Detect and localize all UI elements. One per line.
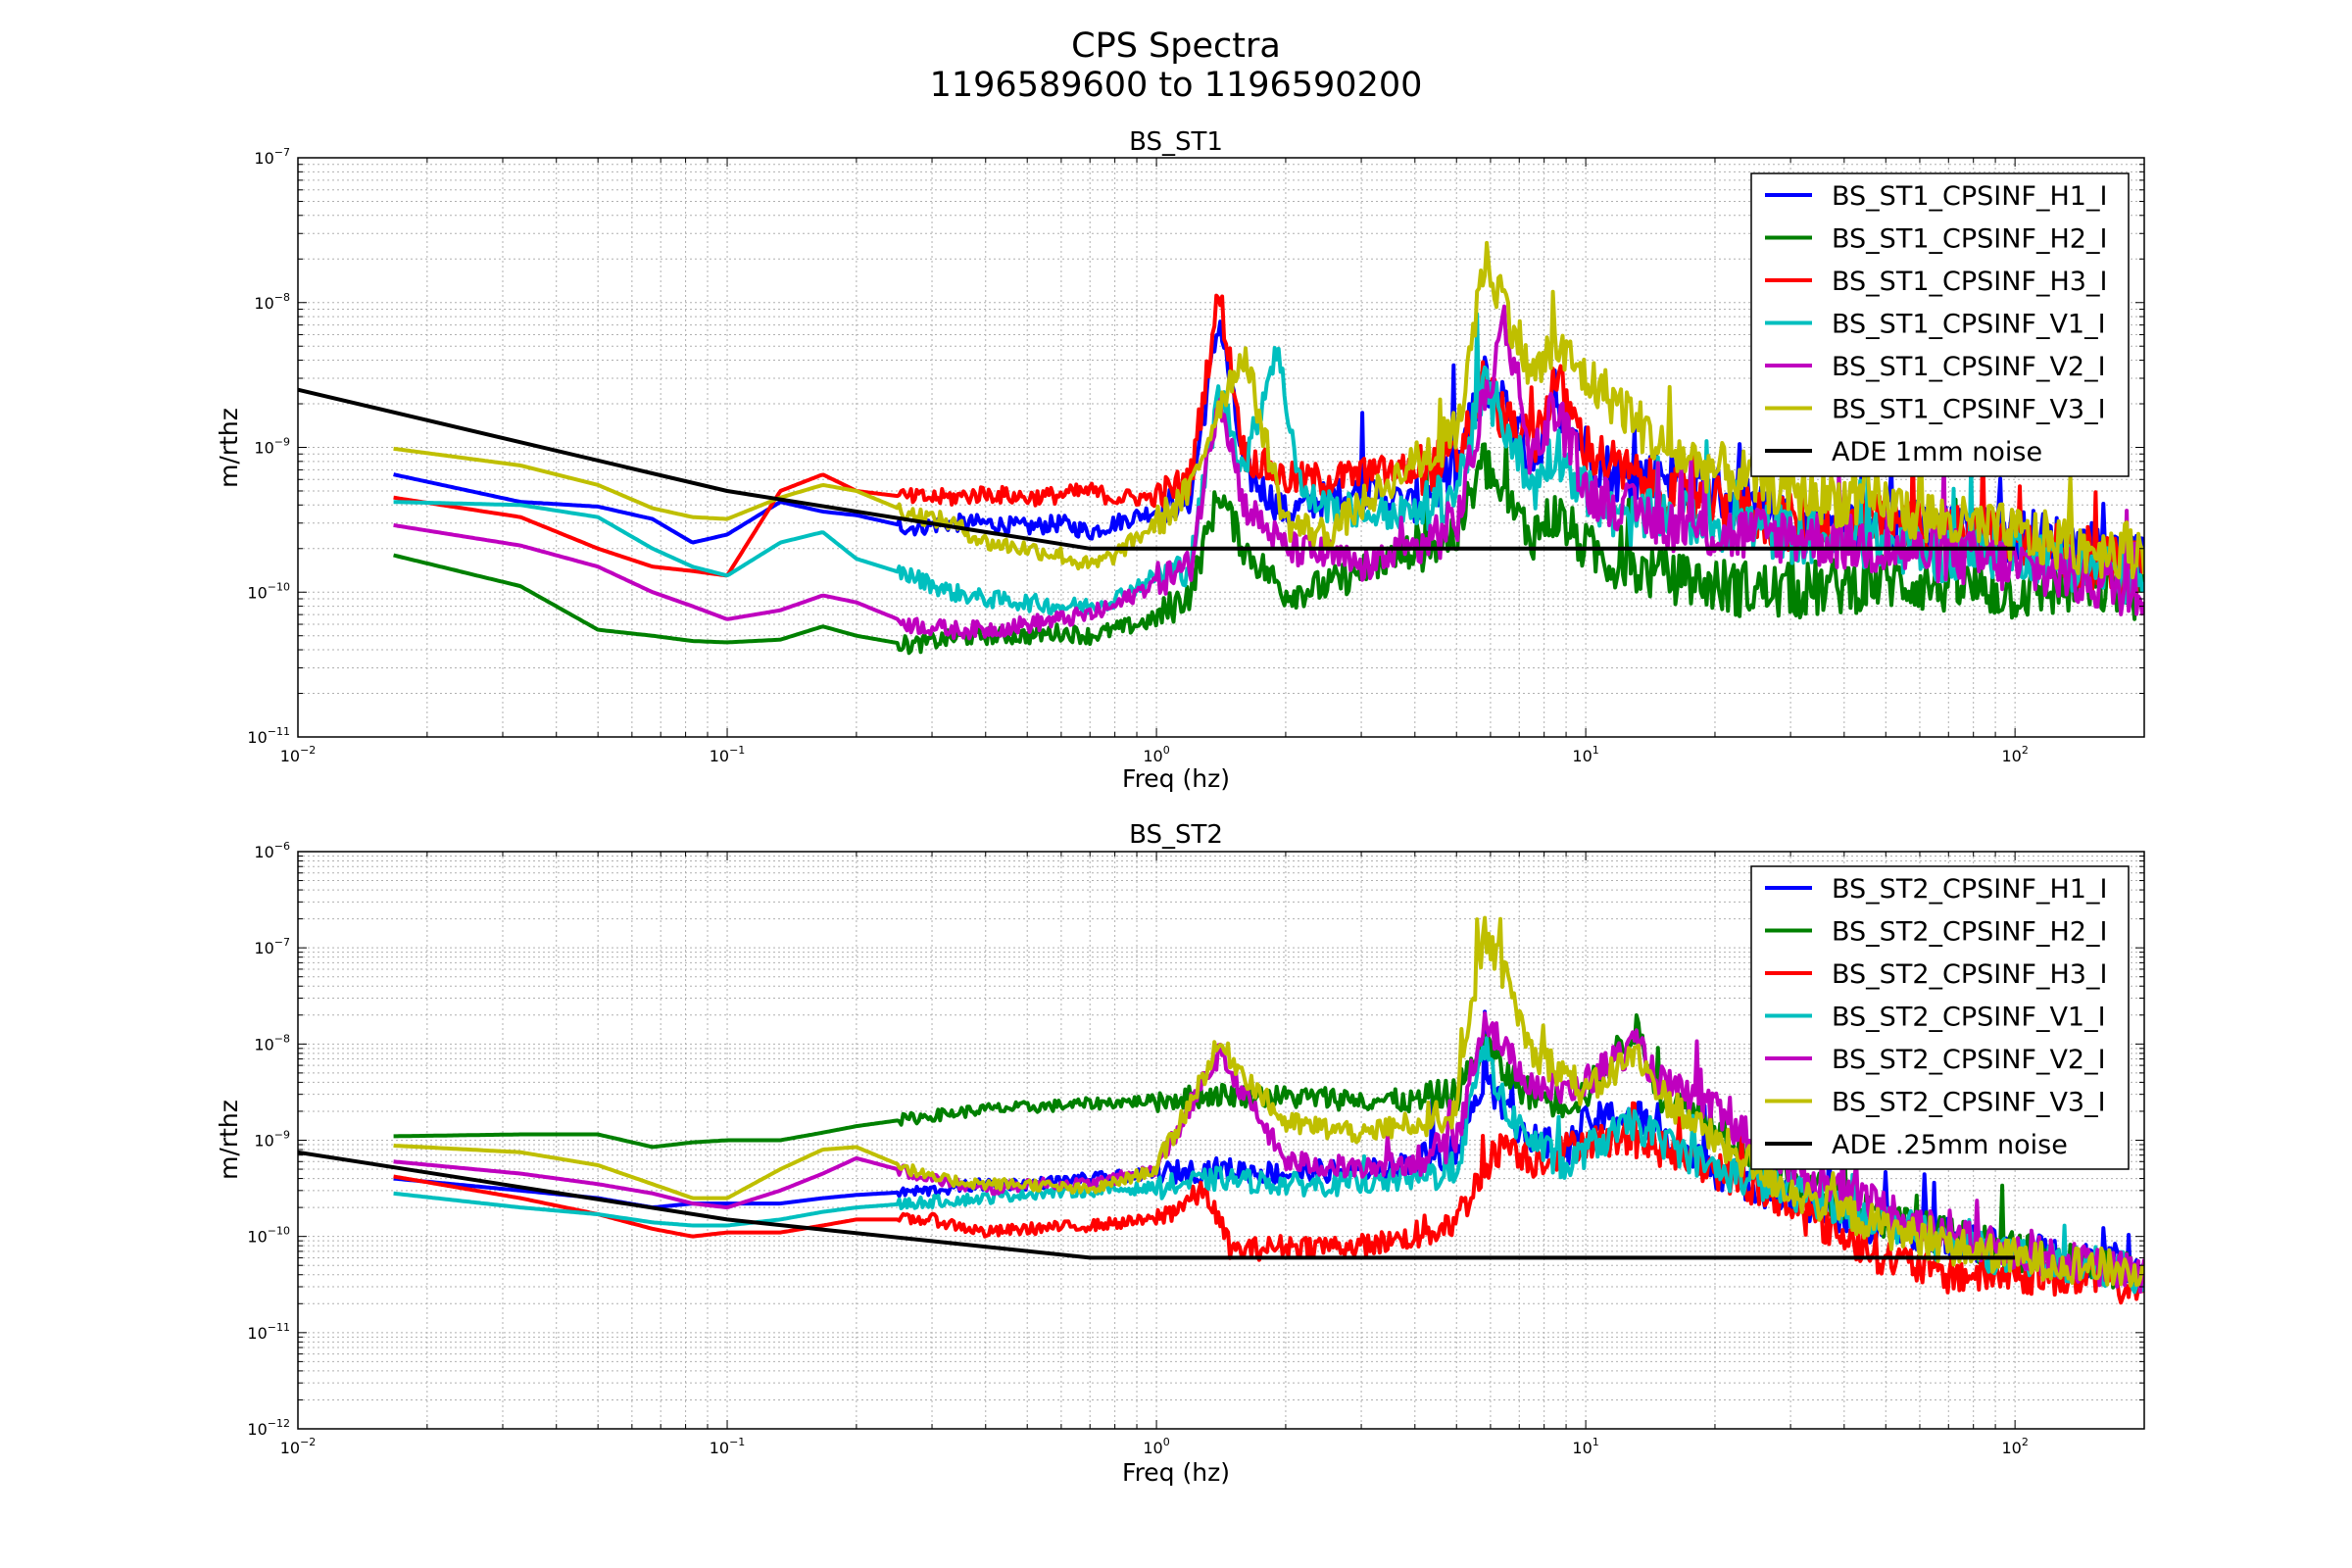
series-group bbox=[298, 915, 2144, 1305]
y-tick-label: 10−7 bbox=[254, 936, 290, 957]
y-tick-label: 10−10 bbox=[247, 580, 290, 602]
x-axis-label: Freq (hz) bbox=[1122, 764, 1230, 793]
series-line-3 bbox=[393, 1036, 2144, 1295]
legend-label: BS_ST2_CPSINF_V1_I bbox=[1832, 1003, 2106, 1033]
legend-label: BS_ST1_CPSINF_V2_I bbox=[1832, 352, 2106, 382]
series-line-6 bbox=[298, 1150, 2016, 1260]
axes-bs-st2: BS_ST2 Freq (hz) m/rthz 10−2 10−1 100 101 10… bbox=[215, 820, 2145, 1487]
x-axis-label: Freq (hz) bbox=[1122, 1458, 1230, 1487]
x-tick-label: 100 bbox=[1143, 744, 1169, 765]
axes-title: BS_ST2 bbox=[1129, 820, 1223, 850]
x-tick-label: 100 bbox=[1143, 1436, 1169, 1457]
legend-frame bbox=[1750, 172, 2130, 477]
axes-bs-st1: BS_ST1 Freq (hz) m/rthz 10−2 10−1 100 101 10… bbox=[215, 127, 2145, 793]
x-tick-label: 10−2 bbox=[280, 1436, 317, 1457]
y-tick-label: 10−10 bbox=[247, 1225, 290, 1247]
figure-title-line2: 1196589600 to 1196590200 bbox=[930, 66, 1423, 105]
series-line-5 bbox=[393, 240, 2144, 580]
y-axis-label: m/rthz bbox=[215, 1100, 243, 1180]
x-tick-label: 102 bbox=[2001, 1436, 2028, 1457]
x-tick-label: 10−1 bbox=[710, 1436, 746, 1457]
legend-label: BS_ST1_CPSINF_H1_I bbox=[1832, 181, 2107, 212]
series-line-2 bbox=[393, 293, 2144, 598]
legend-label: BS_ST1_CPSINF_V3_I bbox=[1832, 395, 2106, 425]
figure-title-line1: CPS Spectra bbox=[1071, 26, 1281, 66]
y-tick-label: 10−11 bbox=[247, 1321, 290, 1343]
x-tick-label: 101 bbox=[1572, 1436, 1598, 1457]
legend-label: BS_ST1_CPSINF_V1_I bbox=[1832, 310, 2106, 340]
y-tick-label: 10−9 bbox=[254, 1129, 290, 1151]
legend-label: BS_ST2_CPSINF_V3_I bbox=[1832, 1088, 2106, 1118]
y-tick-label: 10−12 bbox=[247, 1417, 290, 1439]
y-tick-label: 10−9 bbox=[254, 436, 290, 458]
legend-label: BS_ST2_CPSINF_H2_I bbox=[1832, 917, 2107, 948]
x-tick-label: 10−2 bbox=[280, 744, 317, 765]
legend: BS_ST1_CPSINF_H1_I BS_ST1_CPSINF_H2_I BS_S… bbox=[1750, 172, 2130, 477]
legend-label: BS_ST2_CPSINF_H3_I bbox=[1832, 959, 2107, 990]
series-line-4 bbox=[393, 1011, 2144, 1295]
legend: BS_ST2_CPSINF_H1_I BS_ST2_CPSINF_H2_I BS_S… bbox=[1750, 865, 2130, 1170]
legend-label: ADE 1mm noise bbox=[1832, 437, 2042, 467]
y-tick-label: 10−6 bbox=[254, 840, 290, 861]
series-line-2 bbox=[393, 1101, 2144, 1305]
y-tick-label: 10−8 bbox=[254, 1032, 290, 1054]
legend-label: BS_ST2_CPSINF_H1_I bbox=[1832, 874, 2107, 905]
series-line-5 bbox=[393, 915, 2144, 1288]
series-group bbox=[298, 240, 2144, 656]
series-line-4 bbox=[393, 304, 2144, 641]
x-tick-label: 102 bbox=[2001, 744, 2028, 765]
legend-frame bbox=[1750, 865, 2130, 1170]
y-tick-label: 10−8 bbox=[254, 291, 290, 313]
y-tick-label: 10−11 bbox=[247, 725, 290, 747]
series-line-1 bbox=[393, 436, 2144, 656]
x-tick-label: 10−1 bbox=[710, 744, 746, 765]
axes-title: BS_ST1 bbox=[1129, 127, 1223, 157]
y-tick-label: 10−7 bbox=[254, 146, 290, 168]
legend-label: ADE .25mm noise bbox=[1832, 1130, 2068, 1160]
legend-label: BS_ST1_CPSINF_H3_I bbox=[1832, 267, 2107, 297]
series-line-0 bbox=[393, 319, 2144, 583]
series-line-6 bbox=[298, 387, 2016, 551]
x-tick-label: 101 bbox=[1572, 744, 1598, 765]
legend-label: BS_ST1_CPSINF_H2_I bbox=[1832, 224, 2107, 255]
y-axis-label: m/rthz bbox=[215, 408, 243, 488]
legend-label: BS_ST2_CPSINF_V2_I bbox=[1832, 1045, 2106, 1075]
